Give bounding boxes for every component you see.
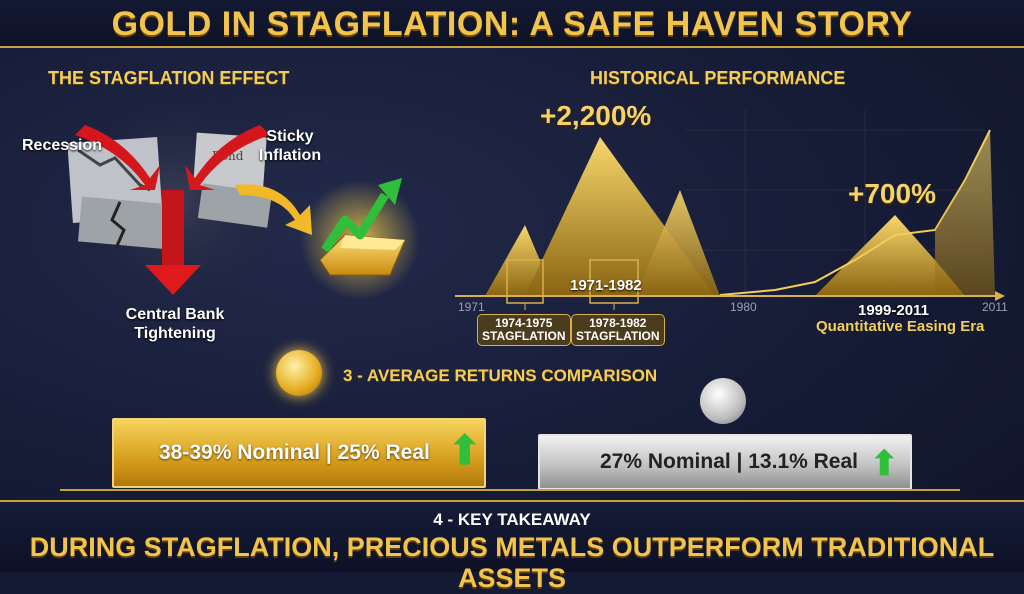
page-title: GOLD IN STAGFLATION: A SAFE HAVEN STORY	[0, 0, 1024, 48]
tag-1974-1975: 1974-1975 STAGFLATION	[477, 314, 571, 346]
bond-certificate-icon: Bond	[192, 132, 273, 228]
recession-label: Recession	[22, 137, 103, 154]
gold-up-arrow-icon: ⬆	[448, 429, 482, 473]
tag-1978-1982: 1978-1982 STAGFLATION	[571, 314, 665, 346]
takeaway-text: DURING STAGFLATION, PRECIOUS METALS OUTP…	[29, 532, 995, 593]
range-1971-1982: 1971-1982	[570, 277, 642, 294]
silver-returns-bar: 27% Nominal | 13.1% Real	[538, 434, 912, 490]
historical-performance-heading: HISTORICAL PERFORMANCE	[590, 68, 846, 88]
silver-up-arrow-icon: ⬆	[870, 445, 899, 483]
tick-1971: 1971	[458, 300, 485, 314]
gold-returns-bar: 38-39% Nominal | 25% Real	[112, 418, 486, 488]
silver-coin-icon	[700, 378, 746, 424]
gold-arrow-icon	[235, 184, 312, 235]
tick-1980: 1980	[730, 300, 757, 314]
red-down-arrow-icon	[75, 125, 270, 295]
tick-2011: 2011	[982, 300, 1008, 314]
sticky-inflation-label: Sticky Inflation	[258, 128, 322, 164]
performance-chart	[455, 110, 1005, 310]
green-up-arrow-icon	[321, 192, 389, 253]
peak-label-700: +700%	[848, 178, 936, 209]
price-line	[719, 129, 991, 296]
central-bank-label: Central Bank Tightening	[125, 306, 225, 342]
divider	[60, 489, 960, 491]
qe-era-label: Quantitative Easing Era	[816, 318, 985, 335]
takeaway-heading: 4 - KEY TAKEAWAY	[433, 510, 591, 529]
gold-bar-icon	[319, 234, 406, 276]
dollar-bill-icon	[77, 196, 167, 249]
comparison-heading: 3 - AVERAGE RETURNS COMPARISON	[343, 366, 658, 385]
stagflation-illustration: Bond	[55, 90, 420, 320]
peak-label-2200: +2,200%	[540, 100, 652, 131]
gold-coin-icon	[276, 350, 322, 396]
key-takeaway-band: 4 - KEY TAKEAWAY DURING STAGFLATION, PRE…	[0, 500, 1024, 593]
stagflation-effect-heading: THE STAGFLATION EFFECT	[48, 68, 290, 88]
range-1999-2011: 1999-2011	[858, 302, 929, 319]
peak-1978	[635, 190, 720, 296]
peak-1999-2011	[815, 215, 965, 296]
